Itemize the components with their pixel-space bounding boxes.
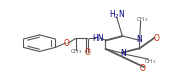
Text: N: N (137, 35, 142, 44)
Text: O: O (85, 48, 91, 57)
Text: CH$_3$: CH$_3$ (136, 15, 148, 24)
Text: HN: HN (92, 34, 104, 43)
Text: O: O (63, 39, 69, 48)
Text: O: O (153, 34, 159, 43)
Text: CH$_3$: CH$_3$ (70, 47, 83, 56)
Text: CH$_3$: CH$_3$ (144, 57, 156, 66)
Text: O: O (140, 64, 146, 73)
Text: H$_2$N: H$_2$N (109, 8, 125, 21)
Text: N: N (120, 49, 126, 58)
